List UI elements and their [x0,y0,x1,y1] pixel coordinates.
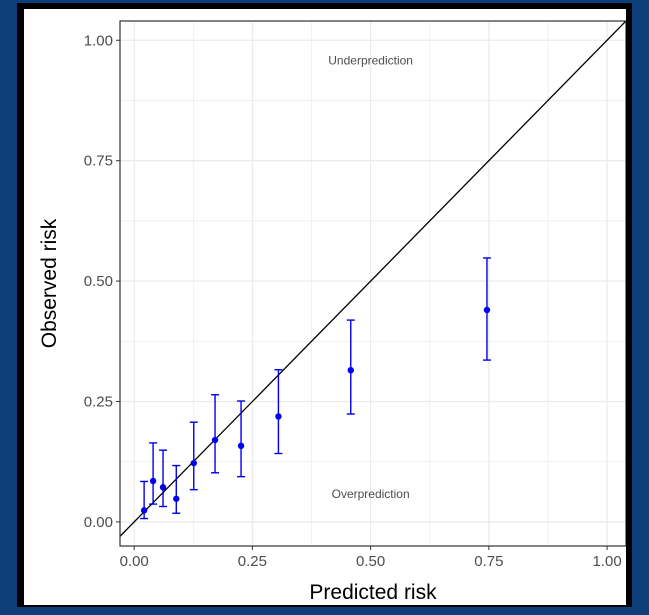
y-tick-label: 0.00 [84,514,113,531]
data-point [140,507,148,514]
reference-line [119,20,626,537]
error-bars [140,257,491,520]
data-point [173,495,180,502]
data-point [190,459,197,467]
grid-layer [120,21,626,546]
overprediction-label: Overprediction [332,487,410,501]
data-point [483,306,491,314]
y-tick-label: 0.25 [84,394,113,411]
data-point [347,366,354,374]
underprediction-label: Underprediction [328,53,413,67]
x-tick-label: 0.00 [120,553,149,570]
y-tick-label: 0.50 [84,273,113,290]
x-tick-label: 1.00 [592,553,621,570]
calibration-chart: 0.00 0.25 0.50 0.75 1.00 0.00 0.25 0.50 0.75 1.00… [38,20,626,604]
data-points [140,306,491,514]
chart-frame: 0.00 0.25 0.50 0.75 1.00 0.00 0.25 0.50 0.75 1.00… [17,3,632,607]
y-axis-title: Observed risk [38,218,61,348]
chart-panel: 0.00 0.25 0.50 0.75 1.00 0.00 0.25 0.50 0.75 1.00… [24,9,626,605]
data-point [149,477,157,485]
axis-ticks: 0.00 0.25 0.50 0.75 1.00 0.00 0.25 0.50 0.75 1.00 [84,32,622,570]
y-tick-label: 0.75 [84,153,113,170]
plot-border [119,20,626,547]
x-axis-title: Predicted risk [309,581,437,604]
x-tick-label: 0.50 [356,553,385,570]
data-point [211,436,219,444]
data-point [237,442,245,450]
data-point [159,484,167,491]
data-point [275,413,282,420]
y-tick-label: 1.00 [84,32,113,49]
x-tick-label: 0.25 [238,553,267,570]
x-tick-label: 0.75 [474,553,503,570]
